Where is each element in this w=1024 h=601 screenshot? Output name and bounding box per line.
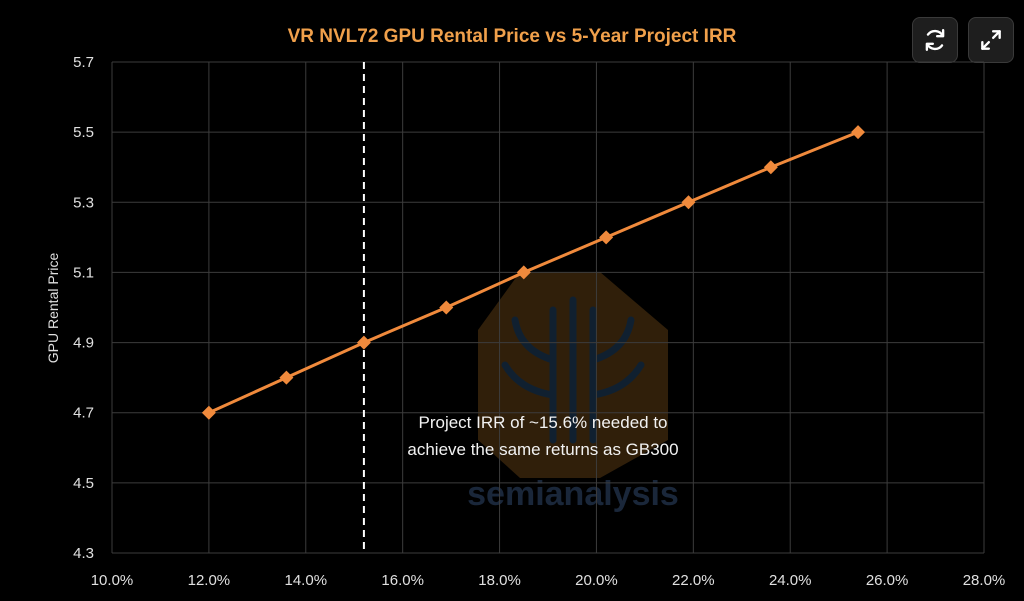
x-tick-label: 24.0%	[769, 572, 812, 589]
data-point-marker	[201, 405, 216, 420]
data-point-marker	[279, 370, 294, 385]
annotation-line-1: Project IRR of ~15.6% needed to	[418, 413, 667, 432]
y-tick-label: 4.9	[73, 335, 94, 352]
x-tick-label: 10.0%	[91, 572, 134, 589]
watermark-text: semianalysis	[467, 475, 679, 513]
watermark-badge	[478, 272, 668, 478]
x-tick-label: 22.0%	[672, 572, 715, 589]
x-tick-label: 12.0%	[188, 572, 231, 589]
x-tick-label: 16.0%	[381, 572, 424, 589]
x-tick-label: 26.0%	[866, 572, 909, 589]
y-axis-label: GPU Rental Price	[45, 253, 61, 364]
data-point-marker	[439, 300, 454, 315]
expand-button[interactable]	[968, 17, 1014, 63]
data-point-marker	[356, 335, 371, 350]
x-tick-label: 28.0%	[963, 572, 1006, 589]
x-tick-label: 18.0%	[478, 572, 521, 589]
data-point-marker	[763, 160, 778, 175]
watermark-logo: semianalysis	[467, 272, 679, 513]
x-tick-label: 20.0%	[575, 572, 618, 589]
data-point-marker	[599, 230, 614, 245]
annotation-line-2: achieve the same returns as GB300	[407, 440, 678, 459]
refresh-icon	[925, 29, 945, 51]
y-tick-label: 5.3	[73, 194, 94, 211]
expand-icon	[981, 30, 1001, 50]
y-tick-label: 4.5	[73, 475, 94, 492]
y-tick-label: 4.3	[73, 545, 94, 562]
watermark-tree-icon	[501, 296, 645, 444]
y-tick-label: 4.7	[73, 405, 94, 422]
chart-title: VR NVL72 GPU Rental Price vs 5-Year Proj…	[287, 26, 737, 47]
x-tick-label: 14.0%	[285, 572, 328, 589]
y-tick-label: 5.5	[73, 124, 94, 141]
data-point-marker	[851, 125, 866, 140]
data-point-marker	[516, 265, 531, 280]
data-point-marker	[681, 195, 696, 210]
y-tick-label: 5.7	[73, 54, 94, 71]
y-tick-label: 5.1	[73, 264, 94, 281]
